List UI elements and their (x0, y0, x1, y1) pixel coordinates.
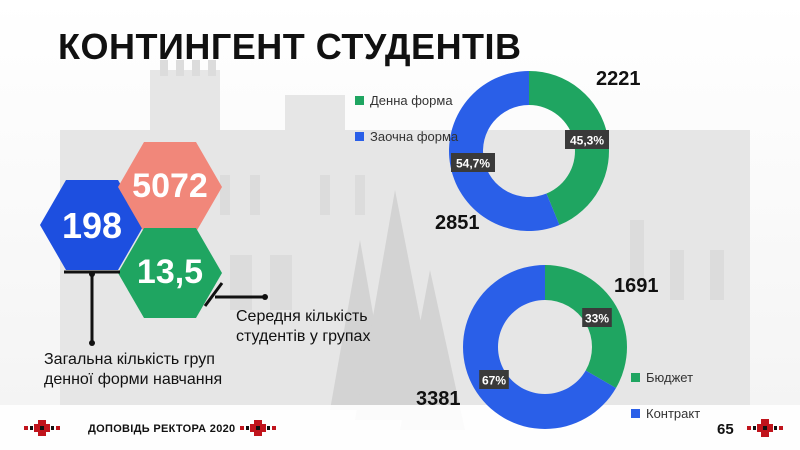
legend-label-budget: Бюджет (646, 370, 694, 385)
legend-swatch-blue (631, 409, 640, 418)
donut-slice-0 (545, 265, 627, 389)
legend-label-contract: Контракт (646, 406, 701, 421)
ornament-icon-left (24, 420, 60, 436)
legend-swatch-green (631, 373, 640, 382)
page-title: КОНТИНГЕНТ СТУДЕНТІВ (58, 26, 522, 67)
svg-text:45,3%: 45,3% (570, 134, 604, 148)
avg-caption-line2: студентів у групах (236, 328, 371, 345)
students-value: 5072 (132, 167, 208, 205)
value-label-part-time: 2851 (435, 212, 480, 234)
page-number: 65 (717, 421, 734, 438)
legend-label-part-time: Заочна форма (370, 129, 459, 144)
avg-caption: Середня кількість студентів у групах (236, 307, 396, 347)
hexagon-students (118, 142, 222, 232)
avg-caption-line1: Середня кількість (236, 308, 368, 325)
footer-report-title: ДОПОВІДЬ РЕКТОРА 2020 (88, 423, 236, 435)
hexagon-avg (118, 228, 222, 318)
percent-label-0: 33% (582, 308, 612, 327)
ornament-icon-right (747, 419, 783, 437)
groups-caption: Загальна кількість груп денної форми нав… (44, 350, 244, 390)
ornament-icon-center (240, 420, 276, 436)
legend-item-budget: Бюджет (631, 370, 693, 385)
percent-label-1: 67% (479, 370, 509, 389)
avg-value: 13,5 (136, 253, 204, 291)
groups-caption-line2: денної форми навчання (44, 371, 223, 388)
value-label-full-time: 2221 (596, 68, 641, 90)
svg-text:54,7%: 54,7% (456, 157, 490, 171)
groups-caption-line1: Загальна кількість груп (44, 351, 215, 368)
svg-text:67%: 67% (482, 374, 506, 388)
legend-item-full-time: Денна форма (355, 93, 453, 108)
percent-label-0: 45,3% (565, 130, 609, 149)
legend-swatch-blue (355, 132, 364, 141)
value-label-contract: 3381 (416, 388, 461, 410)
legend-swatch-green (355, 96, 364, 105)
legend-label-full-time: Денна форма (370, 93, 453, 108)
value-label-budget: 1691 (614, 275, 659, 297)
groups-value: 198 (61, 205, 123, 246)
hexagon-groups (40, 180, 144, 270)
legend-item-contract: Контракт (631, 406, 700, 421)
svg-text:33%: 33% (585, 312, 609, 326)
donut-slice-1 (449, 71, 560, 231)
legend-item-part-time: Заочна форма (355, 129, 458, 144)
donut-slice-0 (529, 71, 609, 225)
percent-label-1: 54,7% (451, 153, 495, 172)
